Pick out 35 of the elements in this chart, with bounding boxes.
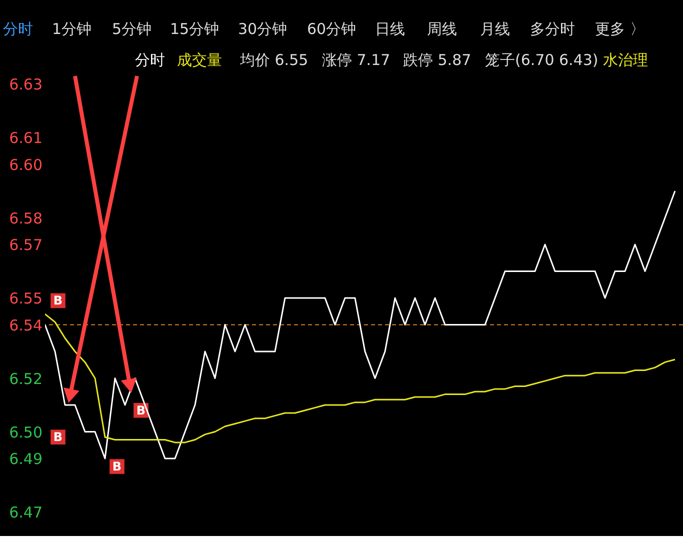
annotation: B bbox=[53, 294, 63, 308]
y-tick-label: 6.47 bbox=[9, 504, 42, 522]
text: 笼子(6.70 6.43) bbox=[485, 51, 598, 69]
text: 15分钟 bbox=[170, 20, 220, 38]
text: 60分钟 bbox=[307, 20, 356, 38]
text: 日线 bbox=[375, 20, 405, 38]
text: 涨停 7.17 bbox=[322, 51, 390, 69]
line-series bbox=[45, 313, 676, 444]
y-tick-label: 6.63 bbox=[9, 76, 42, 94]
text: 月线 bbox=[480, 20, 510, 38]
text: 水治理 bbox=[603, 51, 648, 69]
text: 30分钟 bbox=[238, 20, 288, 38]
text: 分时 bbox=[135, 51, 165, 69]
text: 分时 bbox=[3, 20, 33, 38]
text: 跌停 5.87 bbox=[403, 51, 472, 69]
y-tick-label: 6.57 bbox=[9, 236, 42, 254]
y-tick-label: 6.52 bbox=[9, 370, 42, 388]
annotation: B bbox=[136, 403, 146, 418]
y-tick-label: 6.54 bbox=[9, 316, 42, 334]
y-tick-label: 6.60 bbox=[9, 156, 42, 174]
line-series bbox=[45, 190, 676, 460]
text: 多分时 bbox=[530, 20, 575, 38]
text: 5分钟 bbox=[112, 20, 152, 38]
y-tick-label: 6.49 bbox=[9, 450, 42, 468]
annotation: B bbox=[112, 460, 122, 474]
text: 1分钟 bbox=[52, 20, 92, 38]
annotation: B bbox=[53, 430, 63, 444]
text: 成交量 bbox=[177, 51, 222, 69]
text: 周线 bbox=[427, 20, 457, 38]
y-tick-label: 6.58 bbox=[9, 209, 42, 228]
y-tick-label: 6.55 bbox=[9, 290, 42, 308]
y-tick-label: 6.61 bbox=[9, 129, 42, 147]
y-tick-label: 6.50 bbox=[9, 423, 42, 442]
text: 更多 〉 bbox=[595, 20, 645, 38]
text: 均价 6.55 bbox=[239, 51, 308, 69]
